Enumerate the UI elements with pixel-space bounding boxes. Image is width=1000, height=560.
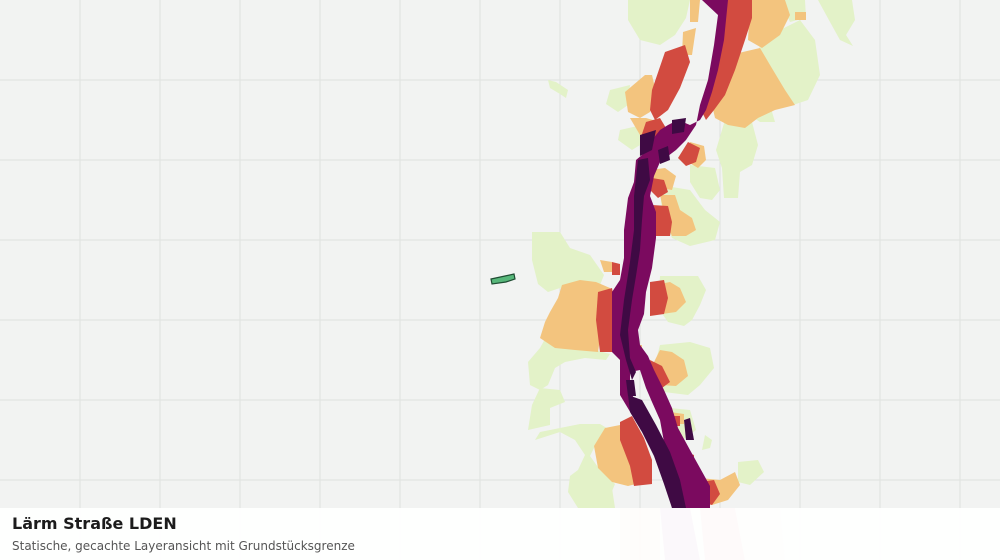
layer-subtitle: Statische, gecachte Layeransicht mit Gru… (12, 539, 355, 553)
layer-title: Lärm Straße LDEN (12, 514, 177, 533)
map-caption: Lärm Straße LDEN Statische, gecachte Lay… (0, 508, 1000, 560)
parcel-boundary[interactable] (490, 273, 516, 285)
noise-zone-extreme (620, 118, 694, 508)
noise-zone-high (596, 0, 752, 505)
